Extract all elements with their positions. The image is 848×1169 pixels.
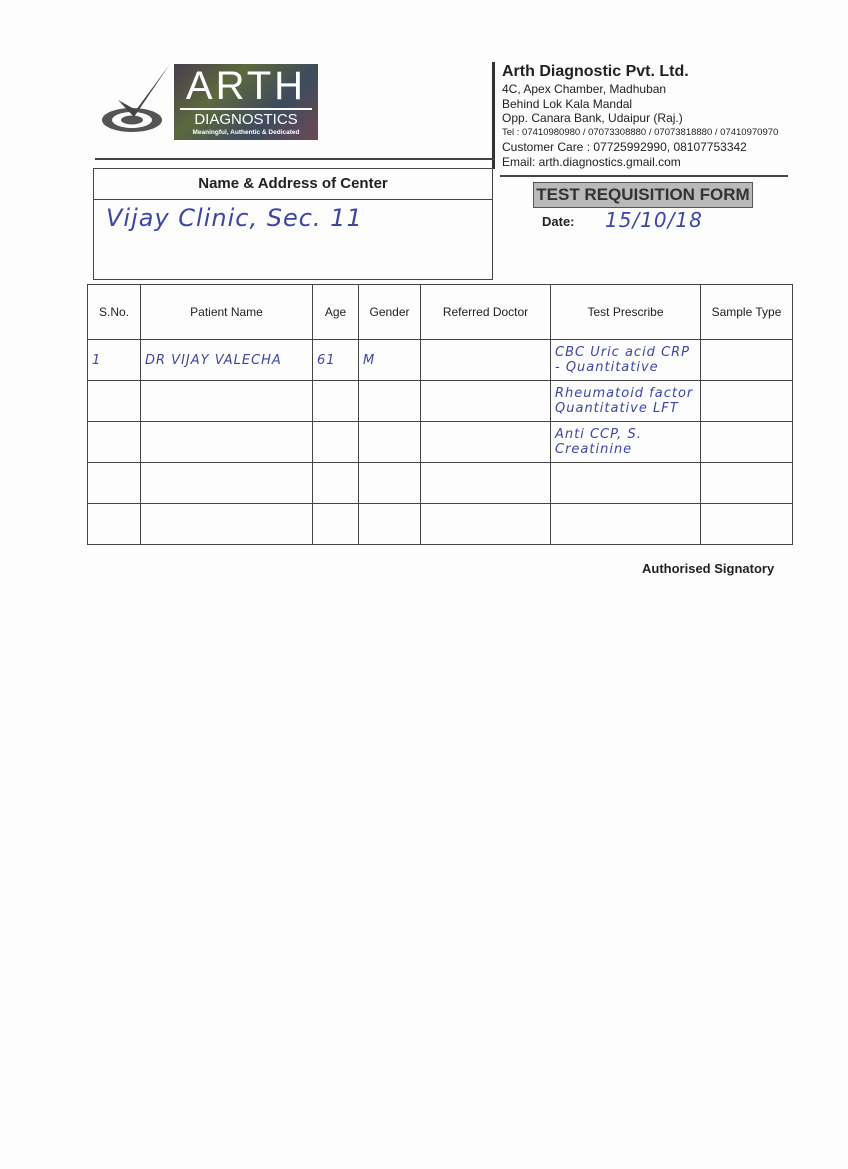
column-header: Gender [358, 284, 421, 340]
logo-tagline: Meaningful, Authentic & Dedicated [192, 129, 300, 136]
cell-name [140, 503, 313, 545]
target-check-icon [102, 64, 170, 132]
company-info: Arth Diagnostic Pvt. Ltd. 4C, Apex Chamb… [492, 62, 778, 169]
table-row: 1 DR VIJAY VALECHA 61 M CBC Uric acid CRP - … [87, 339, 793, 381]
column-header: Referred Doctor [420, 284, 551, 340]
cell-gender [358, 421, 421, 463]
cell-name [140, 462, 313, 504]
divider [95, 158, 495, 160]
center-label: Name & Address of Center [94, 169, 492, 200]
customer-care: Customer Care : 07725992990, 08107753342 [502, 140, 747, 154]
cell-name: DR VIJAY VALECHA [140, 339, 313, 381]
company-name: Arth Diagnostic Pvt. Ltd. [502, 63, 689, 80]
cell-test: CBC Uric acid CRP - Quantitative [550, 339, 701, 381]
cell-test: Rheumatoid factor Quantitative LFT [550, 380, 701, 422]
column-header: Age [312, 284, 359, 340]
column-header: Sample Type [700, 284, 793, 340]
logo-box: ARTH DIAGNOSTICS Meaningful, Authentic &… [174, 64, 318, 140]
address-line: Opp. Canara Bank, Udaipur (Raj.) [502, 111, 683, 125]
cell-gender [358, 380, 421, 422]
authorised-signatory: Authorised Signatory [642, 561, 775, 576]
table-row: Rheumatoid factor Quantitative LFT [87, 380, 793, 422]
cell-doctor [420, 421, 551, 463]
table-row [87, 503, 793, 545]
telephone: Tel : 07410980980 / 07073308880 / 070738… [502, 126, 779, 138]
cell-sno [87, 380, 141, 422]
column-header: Patient Name [140, 284, 313, 340]
table-row [87, 462, 793, 504]
table-header: S.No. Patient Name Age Gender Referred Docto… [87, 284, 793, 340]
cell-test [550, 462, 701, 504]
cell-sno [87, 421, 141, 463]
cell-doctor [420, 380, 551, 422]
cell-age [312, 421, 359, 463]
address-line: Behind Lok Kala Mandal [502, 96, 633, 111]
cell-gender [358, 462, 421, 504]
cell-test: Anti CCP, S. Creatinine [550, 421, 701, 463]
cell-doctor [420, 503, 551, 545]
column-header: S.No. [87, 284, 141, 340]
cell-sno [87, 462, 141, 504]
cell-sample [700, 503, 793, 545]
arth-logo: ARTH DIAGNOSTICS Meaningful, Authentic &… [100, 62, 320, 142]
cell-doctor [420, 339, 551, 381]
cell-test [550, 503, 701, 545]
cell-gender: M [358, 339, 421, 381]
form-title: TEST REQUISITION FORM [533, 182, 753, 208]
logo-name: ARTH [185, 64, 307, 108]
cell-age [312, 462, 359, 504]
divider [500, 175, 788, 177]
cell-sample [700, 339, 793, 381]
date-label: Date: [542, 214, 575, 229]
cell-name [140, 380, 313, 422]
cell-sample [700, 380, 793, 422]
cell-sno: 1 [87, 339, 141, 381]
center-value: Vijay Clinic, Sec. 11 [106, 204, 363, 232]
cell-age: 61 [312, 339, 359, 381]
cell-sno [87, 503, 141, 545]
cell-gender [358, 503, 421, 545]
email: Email: arth.diagnostics.gmail.com [502, 154, 681, 169]
cell-doctor [420, 462, 551, 504]
center-box: Name & Address of Center Vijay Clinic, S… [93, 168, 493, 280]
cell-sample [700, 462, 793, 504]
patient-table: S.No. Patient Name Age Gender Referred Docto… [87, 284, 793, 545]
column-header: Test Prescribe [550, 284, 701, 340]
cell-sample [700, 421, 793, 463]
cell-name [140, 421, 313, 463]
logo-sub: DIAGNOSTICS [194, 111, 298, 128]
address-line: 4C, Apex Chamber, Madhuban [502, 82, 667, 96]
table-row: Anti CCP, S. Creatinine [87, 421, 793, 463]
cell-age [312, 503, 359, 545]
cell-age [312, 380, 359, 422]
date-value: 15/10/18 [605, 208, 703, 232]
